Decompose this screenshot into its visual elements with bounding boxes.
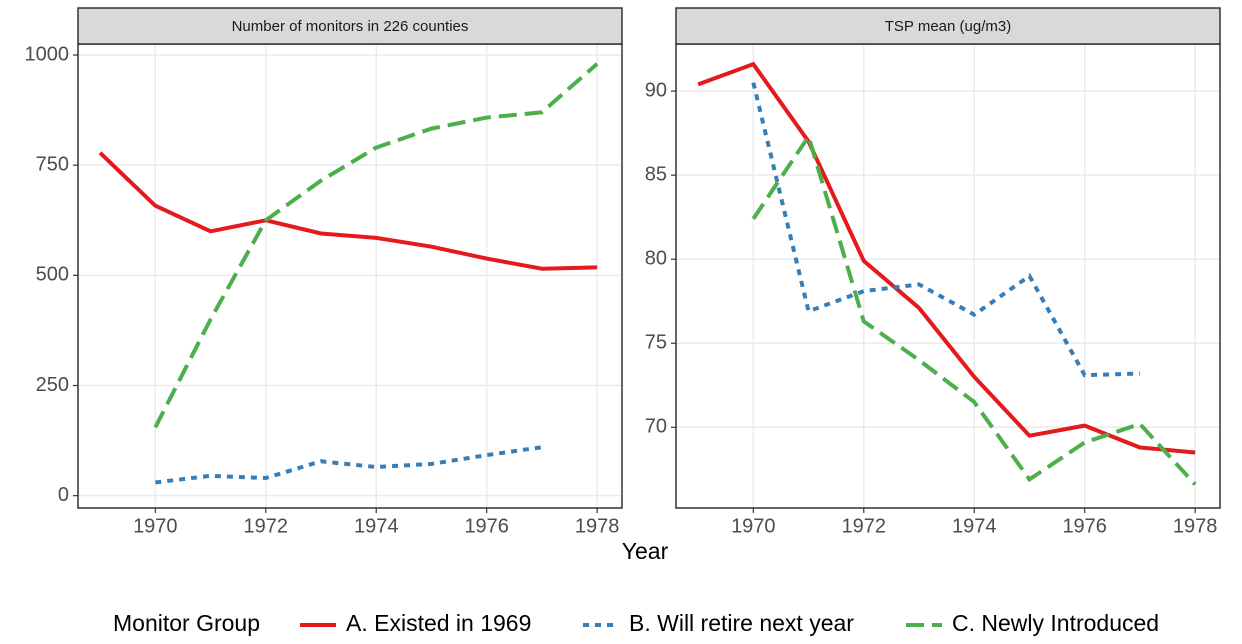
y-tick-label: 90 [645, 79, 667, 101]
x-tick-label: 1978 [1173, 515, 1218, 537]
facet-strip [77, 7, 623, 45]
facet-title: Number of monitors in 226 counties [232, 18, 469, 35]
x-tick-label: 1970 [731, 515, 776, 537]
series-line [697, 61, 1196, 455]
y-tick-label: 250 [36, 374, 69, 396]
legend-label: A. Existed in 1969 [346, 610, 531, 636]
facet-strip [675, 7, 1221, 45]
y-tick-label: 70 [645, 416, 667, 438]
x-tick-label: 1976 [464, 515, 509, 537]
x-tick-label: 1976 [1062, 515, 1107, 537]
legend-label: C. Newly Introduced [952, 610, 1159, 636]
x-axis-label: Year [622, 538, 669, 564]
series-line [751, 82, 1140, 378]
x-tick-label: 1970 [133, 515, 178, 537]
y-tick-label: 85 [645, 163, 667, 185]
y-tick-label: 75 [645, 332, 667, 354]
panel-border [675, 43, 1221, 509]
series-line [153, 62, 599, 429]
y-tick-label: 0 [58, 484, 69, 506]
x-tick-label: 1972 [244, 515, 289, 537]
x-tick-label: 1974 [952, 515, 997, 537]
x-tick-label: 1974 [354, 515, 399, 537]
y-tick-label: 750 [36, 153, 69, 175]
series-line [155, 445, 543, 485]
legend-label: B. Will retire next year [629, 610, 854, 636]
y-tick-label: 1000 [25, 43, 70, 65]
y-tick-label: 80 [645, 247, 667, 269]
y-tick-label: 500 [36, 264, 69, 286]
legend-title: Monitor Group [113, 610, 260, 636]
series-line [751, 131, 1197, 486]
x-tick-label: 1972 [842, 515, 887, 537]
series-line [98, 151, 598, 271]
facet-title: TSP mean (ug/m3) [885, 18, 1011, 35]
x-tick-label: 1978 [575, 515, 620, 537]
